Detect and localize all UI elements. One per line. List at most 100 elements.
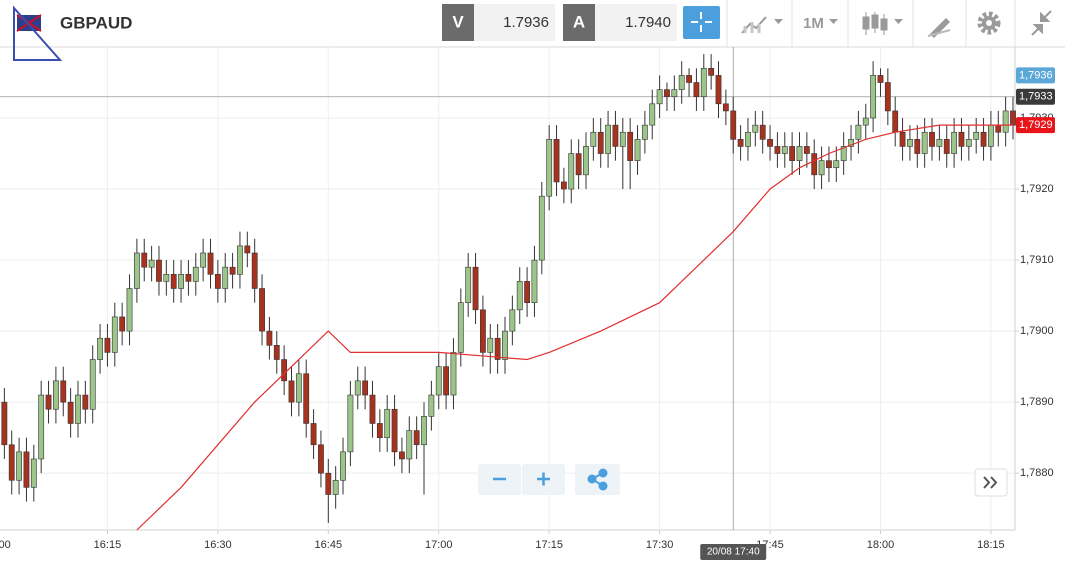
candle-body — [936, 139, 943, 147]
candle-body — [568, 153, 575, 190]
ask-box — [595, 4, 677, 41]
candle-body — [465, 266, 472, 304]
price-tag — [1016, 67, 1055, 84]
candle-body — [325, 472, 332, 495]
candle-body — [649, 103, 656, 126]
candle-body — [774, 146, 781, 154]
candle-body — [612, 124, 619, 147]
candle-body — [715, 75, 722, 105]
symbol-flag[interactable] — [13, 5, 63, 61]
x-tick-label: 17:30 — [646, 539, 674, 551]
candle-body — [399, 451, 405, 460]
candle-body — [855, 124, 862, 140]
candle-body — [516, 281, 523, 311]
candle-body — [281, 359, 288, 382]
candle-body — [288, 380, 295, 403]
price-tag-label: 1,7933 — [1019, 91, 1053, 103]
candle-body — [384, 408, 391, 438]
candle-body — [921, 131, 928, 154]
bid-button[interactable] — [442, 4, 474, 41]
candle-body — [722, 103, 729, 112]
candle-body — [104, 337, 111, 353]
chart-type-button[interactable] — [862, 12, 903, 35]
price-tag-label: 1,7929 — [1019, 119, 1053, 131]
candle-body — [693, 82, 700, 98]
candle-body — [207, 252, 214, 275]
x-tick-label: 16:00 — [0, 539, 11, 551]
candle-body — [178, 273, 184, 289]
candle-body — [156, 259, 162, 282]
candle-body — [1002, 110, 1009, 133]
candle-body — [531, 259, 538, 304]
x-tick-label: 17:00 — [425, 539, 453, 551]
candle-body — [97, 337, 103, 360]
price-tag — [1016, 88, 1055, 105]
scroll-latest-button[interactable] — [974, 468, 1008, 497]
candle-body — [60, 380, 67, 403]
candle-body — [75, 394, 81, 424]
candle-body — [23, 451, 30, 488]
candle-body — [686, 75, 692, 83]
candle-body — [89, 359, 96, 410]
candle-body — [52, 380, 59, 410]
candle-body — [553, 139, 560, 183]
flag-stripe — [16, 14, 42, 32]
indicators-button[interactable] — [741, 16, 783, 34]
candle-body — [391, 408, 398, 453]
candle-body — [450, 352, 457, 396]
candle-body — [67, 401, 74, 424]
candle-body — [826, 160, 832, 169]
candle-body — [899, 131, 906, 147]
candle-body — [965, 139, 972, 147]
candle-body — [229, 266, 236, 275]
candle-body — [141, 252, 148, 268]
timeframe-button[interactable]: 1M — [803, 15, 824, 32]
candle-body — [237, 245, 243, 275]
candle-body — [126, 288, 133, 332]
candle-body — [877, 75, 884, 83]
candle-body — [295, 373, 302, 403]
candle-body — [45, 394, 52, 410]
candle-body — [119, 316, 126, 332]
candle-body — [421, 416, 427, 446]
candle-body — [789, 146, 796, 161]
x-tick-label: 17:15 — [535, 539, 563, 551]
candle-body — [892, 110, 899, 133]
crosshair-time-label: 20/08 17:40 — [707, 547, 760, 558]
candle-body — [656, 89, 663, 105]
candle-body — [781, 146, 788, 154]
share-button[interactable] — [575, 464, 620, 495]
x-tick-label: 16:15 — [94, 539, 122, 551]
timeframe-arrow — [829, 19, 838, 24]
candle-body — [524, 281, 530, 304]
candle-body — [332, 479, 339, 495]
candle-body — [457, 302, 464, 353]
ask-button[interactable] — [563, 4, 595, 41]
x-tick-label: 16:45 — [315, 539, 343, 551]
settings-button[interactable] — [977, 11, 1001, 35]
crosshair-time-tag — [700, 544, 767, 560]
candle-body — [597, 131, 604, 154]
symbol: GBPAUD — [60, 13, 132, 32]
drawing-button[interactable] — [927, 18, 951, 38]
candle-body — [907, 139, 913, 147]
candle-body — [737, 139, 744, 147]
candle-body — [759, 124, 766, 140]
candle-body — [318, 444, 324, 474]
candle-body — [848, 139, 854, 147]
candle-body — [678, 75, 685, 90]
collapse-button[interactable] — [1031, 10, 1052, 36]
candle-body — [200, 252, 207, 268]
candle-body — [988, 124, 994, 147]
candle-body — [192, 266, 199, 282]
candle-body — [480, 309, 486, 353]
candle-body — [413, 430, 420, 446]
x-tick-label: 16:30 — [204, 539, 232, 551]
crosshair-button[interactable] — [683, 6, 720, 39]
price-tag — [1016, 117, 1055, 134]
candle-body — [664, 89, 670, 98]
candle-body — [340, 451, 346, 481]
flag-triangle — [13, 5, 63, 61]
plus-icon — [537, 472, 550, 486]
bid-box — [474, 4, 555, 41]
